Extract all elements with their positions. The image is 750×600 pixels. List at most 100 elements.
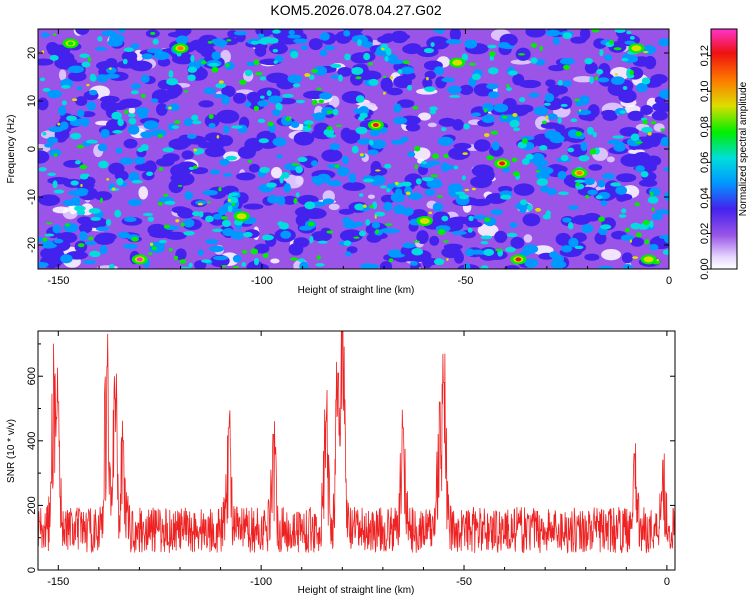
heatmap-cell xyxy=(412,105,419,110)
heatmap-cell xyxy=(232,254,242,263)
heatmap-cell xyxy=(95,46,107,51)
heatmap-cell xyxy=(597,179,606,188)
heatmap-cell xyxy=(90,75,97,82)
snr-series-line xyxy=(38,331,675,554)
heatmap-cell xyxy=(262,252,269,259)
x-tick-label: -150 xyxy=(47,576,69,588)
heatmap-cell xyxy=(509,119,520,128)
heatmap-cell xyxy=(197,141,212,149)
heatmap-cell xyxy=(42,237,48,242)
x-tick-label: -150 xyxy=(47,275,69,287)
heatmap-cell xyxy=(396,99,415,108)
heatmap-cell xyxy=(190,55,195,63)
heatmap-cell xyxy=(359,112,368,119)
heatmap-cell xyxy=(149,242,154,246)
heatmap-cell xyxy=(483,248,495,256)
heatmap-cell xyxy=(213,93,226,98)
colorbar-tick-label: 0.12 xyxy=(699,45,711,66)
heatmap-peak xyxy=(421,219,428,223)
heatmap-cell xyxy=(407,192,423,200)
heatmap-cell xyxy=(427,122,437,128)
heatmap-cell xyxy=(530,42,538,48)
heatmap-cell xyxy=(505,246,516,253)
heatmap-cell xyxy=(283,183,291,193)
heatmap-cell xyxy=(128,113,136,118)
y-tick-label: 600 xyxy=(26,367,38,385)
heatmap-cell xyxy=(109,34,125,44)
snr-y-ticks: 0 200 400 600 xyxy=(26,343,675,573)
heatmap-cell xyxy=(535,58,546,66)
heatmap-cell xyxy=(358,105,370,116)
heatmap-cell xyxy=(402,44,422,55)
colorbar-gradient xyxy=(710,28,738,270)
heatmap-cell xyxy=(380,185,387,189)
heatmap-cell xyxy=(473,139,491,152)
heatmap-cell xyxy=(560,103,568,107)
heatmap-cell xyxy=(58,69,67,81)
heatmap-cell xyxy=(220,216,228,220)
heatmap-cell xyxy=(184,90,189,93)
heatmap-cell xyxy=(158,167,164,171)
heatmap-cell xyxy=(79,164,88,170)
heatmap-cell xyxy=(539,145,548,151)
heatmap-cell xyxy=(433,66,445,76)
heatmap-cell xyxy=(95,226,110,232)
heatmap-cell xyxy=(115,147,123,154)
heatmap-cell xyxy=(326,230,334,234)
heatmap-cell xyxy=(203,87,216,95)
heatmap-cell xyxy=(649,244,659,251)
heatmap-cell xyxy=(243,203,264,210)
heatmap-cell xyxy=(429,109,436,115)
heatmap-cell xyxy=(615,185,628,195)
heatmap-cell xyxy=(506,84,510,88)
heatmap-cell xyxy=(402,242,416,249)
heatmap-cell xyxy=(272,29,281,34)
heatmap-cell xyxy=(464,188,470,192)
heatmap-cell xyxy=(204,114,220,128)
heatmap-cell xyxy=(367,194,375,199)
heatmap-cell xyxy=(184,191,194,200)
heatmap-cell xyxy=(585,194,590,199)
heatmap-cell xyxy=(433,258,445,266)
heatmap-cell xyxy=(522,213,541,227)
heatmap-cell xyxy=(461,175,466,181)
heatmap-cell xyxy=(191,114,199,121)
heatmap-cell xyxy=(79,231,88,241)
heatmap-cell xyxy=(539,186,550,193)
heatmap-cell xyxy=(604,54,613,61)
heatmap-cell xyxy=(480,235,493,240)
heatmap-cell xyxy=(311,113,326,118)
heatmap-cell xyxy=(432,202,444,212)
heatmap-cell xyxy=(441,246,462,259)
heatmap-cell xyxy=(58,105,67,116)
heatmap-cell xyxy=(326,126,333,131)
heatmap-cell xyxy=(76,209,86,216)
heatmap-cell xyxy=(308,74,315,80)
heatmap-cell xyxy=(449,29,461,42)
heatmap-cell xyxy=(428,211,433,215)
heatmap-cell xyxy=(473,214,487,220)
heatmap-cell xyxy=(594,76,599,80)
heatmap-cell xyxy=(630,133,640,141)
heatmap-cell xyxy=(328,203,340,211)
heatmap-peak xyxy=(515,257,522,262)
heatmap-cell xyxy=(155,103,168,116)
heatmap-cell xyxy=(208,114,214,119)
heatmap-cell xyxy=(525,29,546,38)
heatmap-cell xyxy=(88,208,101,214)
heatmap-cell xyxy=(99,244,108,255)
heatmap-cell xyxy=(90,216,101,221)
heatmap-cell xyxy=(88,236,94,241)
heatmap-cell xyxy=(329,143,340,151)
heatmap-cell xyxy=(288,29,295,36)
x-tick-label: -50 xyxy=(457,275,473,287)
heatmap-cell xyxy=(46,90,62,99)
heatmap-cell xyxy=(157,202,163,206)
heatmap-cell xyxy=(290,257,298,261)
heatmap-cell xyxy=(600,224,612,230)
heatmap-cell xyxy=(621,208,627,214)
heatmap-cell xyxy=(75,118,88,124)
heatmap-cell xyxy=(375,229,379,234)
